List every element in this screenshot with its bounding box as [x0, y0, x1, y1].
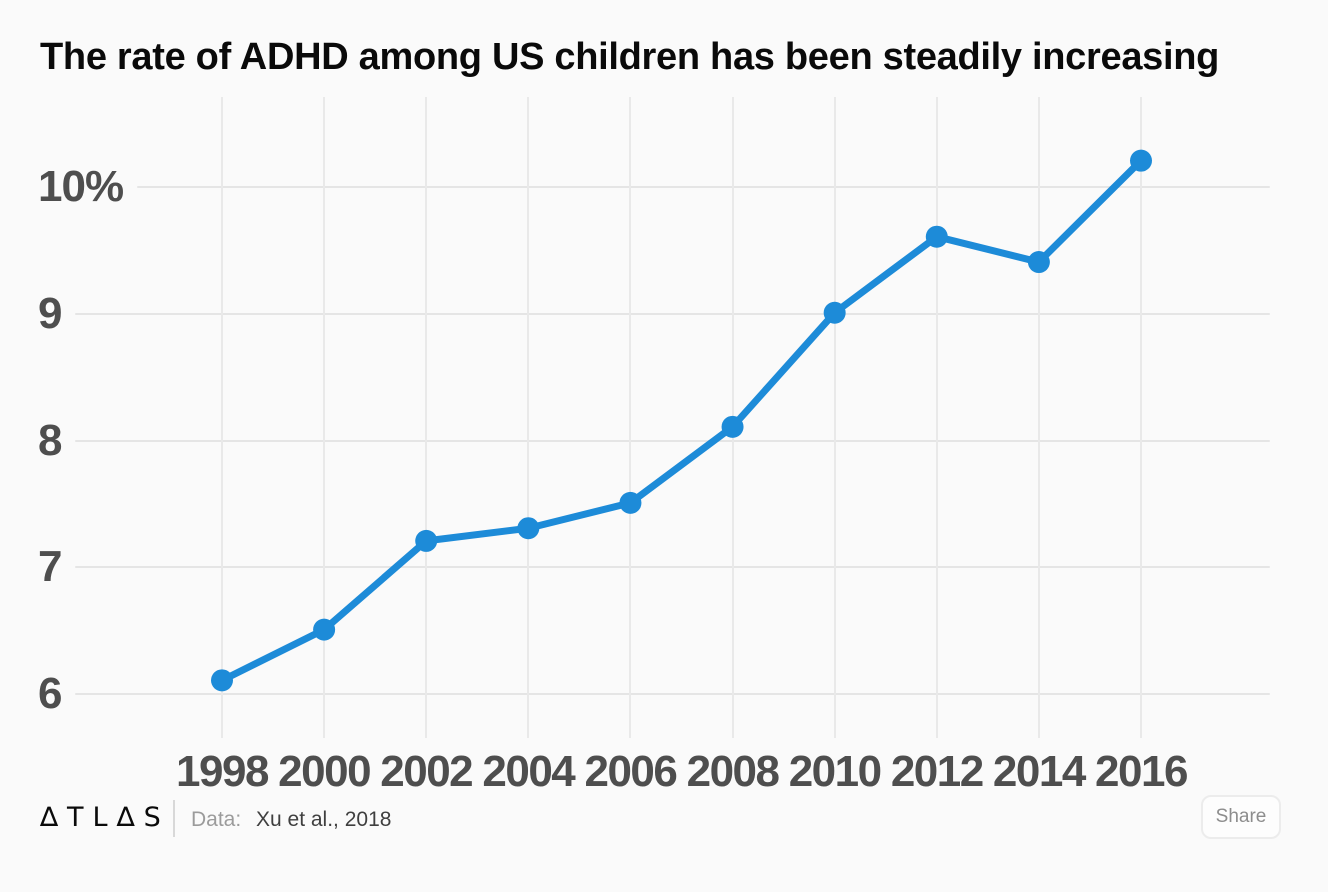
y-gridline-row-10: 10% [0, 163, 1270, 211]
x-gridline-2000 [323, 97, 326, 738]
x-axis-tick-label-2002: 2002 [380, 747, 473, 796]
y-gridline [75, 566, 1270, 569]
chart-title: The rate of ADHD among US children has b… [40, 36, 1220, 78]
x-gridline-2002 [425, 97, 428, 738]
y-gridline-row-9: 9 [0, 290, 1270, 338]
data-point-2014[interactable] [1027, 251, 1050, 274]
footer-divider [173, 800, 175, 837]
x-axis-tick-label-2004: 2004 [482, 747, 575, 796]
data-point-1998[interactable] [211, 669, 233, 692]
y-gridline-row-6: 6 [0, 670, 1270, 718]
share-button[interactable]: Share [1201, 795, 1281, 839]
data-point-2000[interactable] [313, 618, 336, 641]
data-point-2012[interactable] [925, 225, 948, 248]
x-gridline-2004 [527, 97, 530, 738]
y-gridline [75, 439, 1270, 442]
data-source-label: Data: [191, 808, 242, 831]
x-gridline-2014 [1037, 97, 1040, 738]
x-axis-tick-label-1998: 1998 [176, 747, 269, 796]
x-gridline-1998 [221, 97, 223, 738]
data-point-2008[interactable] [721, 415, 744, 438]
y-axis-tick-label: 6 [38, 669, 63, 718]
x-axis-tick-label-2008: 2008 [686, 747, 780, 796]
x-axis-tick-label-2010: 2010 [788, 747, 882, 796]
x-axis-tick-label-2006: 2006 [584, 747, 677, 796]
atlas-logo: ∆TL∆S [40, 802, 170, 833]
x-gridline-2010 [833, 97, 836, 738]
y-axis-tick-label: 10% [38, 162, 124, 211]
x-gridline-2012 [935, 97, 938, 738]
y-axis-tick-label: 7 [38, 542, 63, 592]
x-gridline-2016 [1140, 97, 1142, 738]
x-gridline-2006 [629, 97, 632, 738]
data-point-2010[interactable] [823, 301, 846, 324]
y-axis-tick-label: 9 [38, 288, 63, 338]
x-axis-tick-label-2016: 2016 [1095, 747, 1188, 796]
y-axis-tick-label: 8 [38, 415, 63, 465]
y-gridline [75, 312, 1270, 315]
x-axis-tick-label-2012: 2012 [890, 747, 984, 796]
trend-line [218, 157, 1145, 684]
x-axis-tick-label-2000: 2000 [278, 747, 371, 796]
data-source-value: Xu et al., 2018 [256, 808, 392, 831]
data-point-2004[interactable] [517, 517, 540, 540]
y-gridline [137, 186, 1270, 188]
y-gridline [75, 693, 1270, 695]
y-gridline-row-8: 8 [0, 417, 1270, 465]
data-point-2016[interactable] [1130, 149, 1153, 172]
x-axis-tick-label-2014: 2014 [992, 747, 1086, 796]
data-point-2006[interactable] [619, 491, 642, 514]
y-gridline-row-7: 7 [0, 543, 1270, 591]
data-point-2002[interactable] [415, 529, 438, 552]
